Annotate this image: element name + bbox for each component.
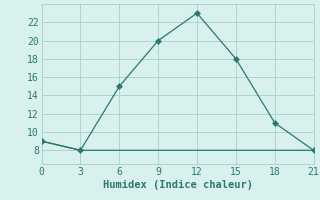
X-axis label: Humidex (Indice chaleur): Humidex (Indice chaleur): [103, 180, 252, 190]
